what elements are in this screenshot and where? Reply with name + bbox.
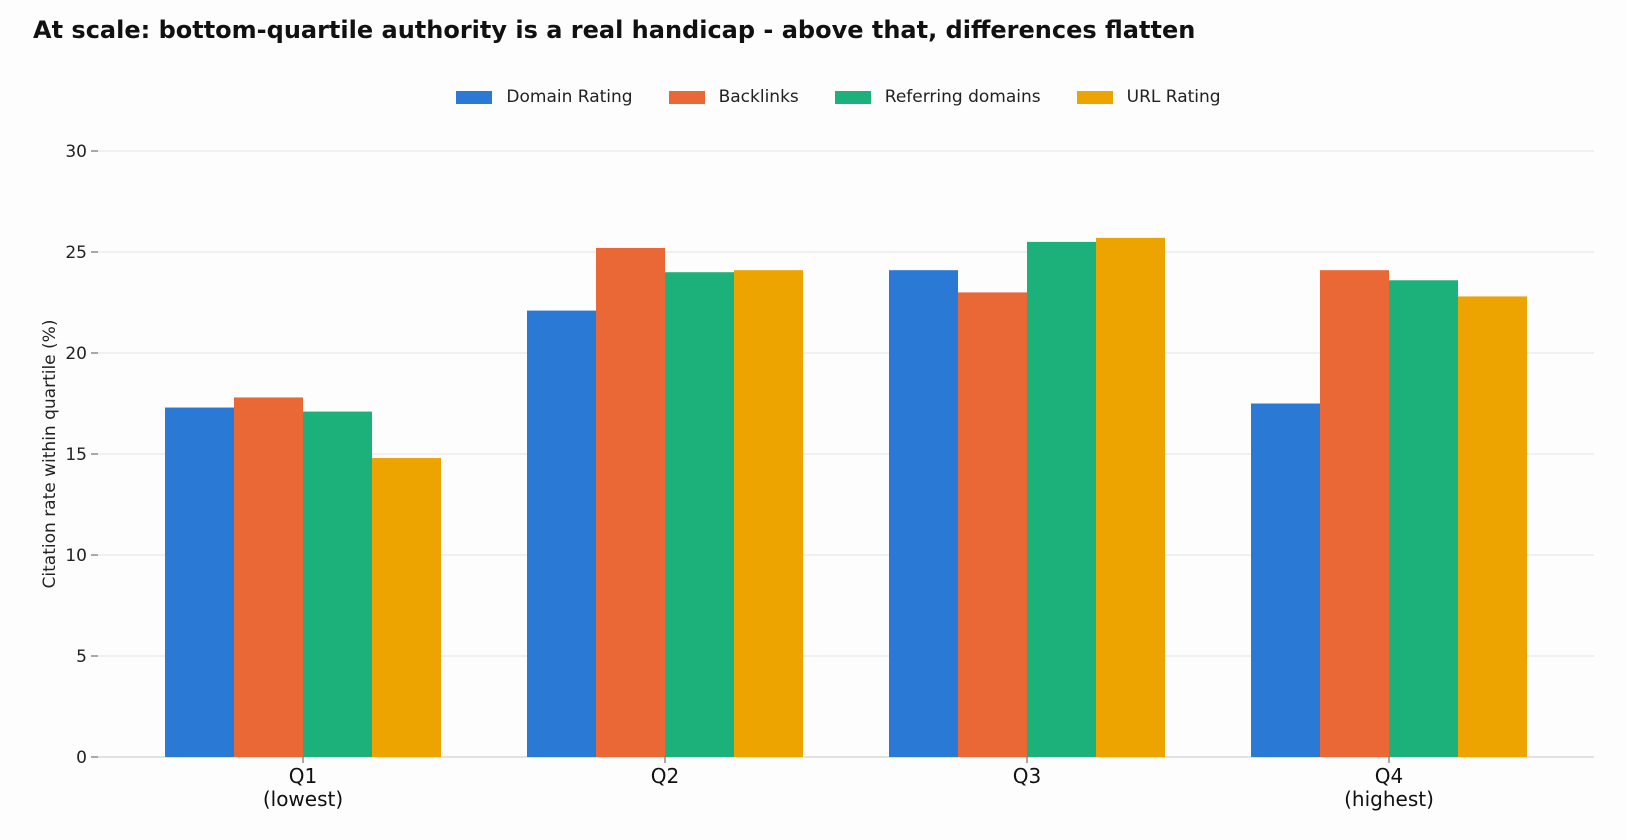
bar-url-rating-q2 xyxy=(734,270,803,757)
legend-label-domain-rating: Domain Rating xyxy=(506,87,633,107)
x-tick-sublabel: (highest) xyxy=(1344,787,1434,811)
bar-referring-domains-q1 xyxy=(303,411,372,757)
x-tick-sublabel: (lowest) xyxy=(263,787,343,811)
y-axis-title: Citation rate within quartile (%) xyxy=(40,320,60,589)
bar-url-rating-q4 xyxy=(1458,296,1527,757)
legend-item-url-rating: URL Rating xyxy=(1076,87,1221,107)
bar-domain-rating-q1 xyxy=(165,407,234,757)
legend-item-referring-domains: Referring domains xyxy=(834,87,1041,107)
legend-swatch-url-rating xyxy=(1076,90,1113,104)
legend-label-url-rating: URL Rating xyxy=(1126,87,1221,107)
y-tick-label: 5 xyxy=(76,647,87,667)
legend: Domain Rating Backlinks Referring domain… xyxy=(0,84,1627,110)
x-tick-label: Q4 xyxy=(1375,764,1403,788)
x-tick-label: Q1 xyxy=(289,764,317,788)
legend-item-domain-rating: Domain Rating xyxy=(456,87,633,107)
bar-backlinks-q2 xyxy=(596,247,665,757)
bar-backlinks-q1 xyxy=(234,397,303,757)
legend-label-referring-domains: Referring domains xyxy=(884,87,1041,107)
x-tick-label: Q3 xyxy=(1013,764,1041,788)
legend-swatch-domain-rating xyxy=(456,90,493,104)
bar-referring-domains-q4 xyxy=(1389,280,1458,757)
chart-title: At scale: bottom-quartile authority is a… xyxy=(33,16,1196,44)
y-tick-label: 25 xyxy=(65,243,87,263)
legend-swatch-referring-domains xyxy=(834,90,871,104)
bar-referring-domains-q2 xyxy=(665,272,734,757)
legend-item-backlinks: Backlinks xyxy=(668,87,799,107)
bar-backlinks-q3 xyxy=(958,292,1027,757)
bar-domain-rating-q4 xyxy=(1251,403,1320,757)
bar-referring-domains-q3 xyxy=(1027,241,1096,757)
legend-label-backlinks: Backlinks xyxy=(718,87,799,107)
bar-domain-rating-q2 xyxy=(527,310,596,757)
y-tick-label: 15 xyxy=(65,445,87,465)
y-tick-label: 10 xyxy=(65,546,87,566)
y-tick-label: 20 xyxy=(65,344,87,364)
y-tick-label: 0 xyxy=(76,748,87,768)
bar-url-rating-q1 xyxy=(372,458,441,757)
legend-swatch-backlinks xyxy=(668,90,705,104)
bar-domain-rating-q3 xyxy=(889,270,958,757)
y-tick-label: 30 xyxy=(65,142,87,162)
bar-url-rating-q3 xyxy=(1096,237,1165,758)
x-tick-label: Q2 xyxy=(651,764,679,788)
bar-backlinks-q4 xyxy=(1320,270,1389,757)
